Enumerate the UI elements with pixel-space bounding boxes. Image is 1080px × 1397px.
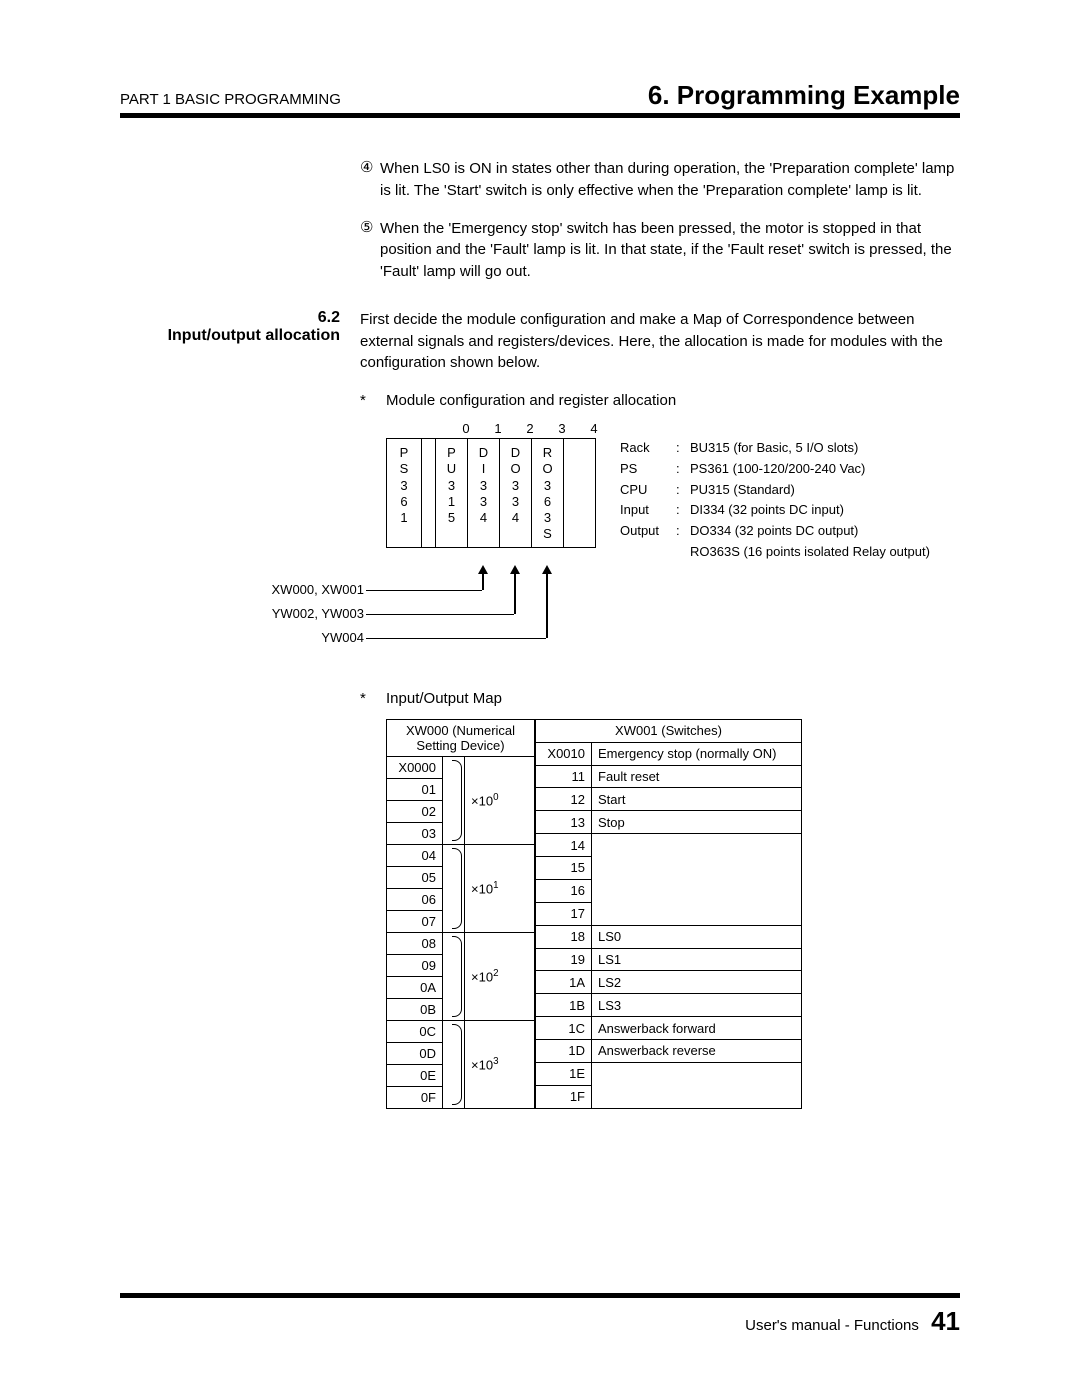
io-table-xw000: XW000 (Numerical Setting Device) X0000×1… [386, 719, 535, 1109]
slot-numbers: 0 1 2 3 4 [450, 421, 960, 436]
section-title: Input/output allocation [120, 327, 360, 345]
slot-4-empty [563, 439, 595, 547]
page-footer: User's manual - Functions 41 [120, 1293, 960, 1337]
io-table-xw001: XW001 (Switches) X0010Emergency stop (no… [535, 719, 802, 1109]
slot-gap [421, 439, 435, 547]
slot-num: 4 [578, 421, 610, 436]
page: PART 1 BASIC PROGRAMMING 6. Programming … [0, 0, 1080, 1397]
rack: P S 3 6 1 P U 3 1 5 [386, 438, 596, 548]
io-table-left-header: XW000 (Numerical Setting Device) [387, 719, 535, 756]
bullet-module-config-text: Module configuration and register alloca… [386, 392, 676, 409]
arrow-label-1: XW000, XW001 [256, 582, 364, 597]
page-header: PART 1 BASIC PROGRAMMING 6. Programming … [120, 80, 960, 118]
item-5: ⑤ When the 'Emergency stop' switch has b… [360, 218, 960, 283]
header-chapter-title: 6. Programming Example [648, 80, 960, 111]
bullet-star-icon: * [360, 690, 386, 707]
slot-0: P U 3 1 5 [435, 439, 467, 547]
slot-num: 0 [450, 421, 482, 436]
arrow-label-3: YW004 [256, 630, 364, 645]
item-5-marker: ⑤ [360, 218, 380, 283]
module-legend: Rack:BU315 (for Basic, 5 I/O slots) PS:P… [620, 438, 930, 563]
module-diagram: 0 1 2 3 4 P S 3 6 1 [386, 421, 960, 660]
slot-num: 3 [546, 421, 578, 436]
slot-1: D I 3 3 4 [467, 439, 499, 547]
item-4-marker: ④ [360, 158, 380, 202]
slot-num: 2 [514, 421, 546, 436]
slot-ps: P S 3 6 1 [387, 439, 421, 547]
bullet-star-icon: * [360, 392, 386, 409]
footer-text: User's manual - Functions [745, 1317, 919, 1334]
arrow-label-2: YW002, YW003 [256, 606, 364, 621]
section-6-2: 6.2 Input/output allocation First decide… [120, 309, 960, 1109]
slot-num: 1 [482, 421, 514, 436]
bullet-module-config: * Module configuration and register allo… [360, 392, 960, 409]
section-intro: First decide the module configuration an… [360, 309, 960, 374]
bullet-io-map-text: Input/Output Map [386, 690, 502, 707]
bullet-io-map: * Input/Output Map [360, 690, 960, 707]
item-4: ④ When LS0 is ON in states other than du… [360, 158, 960, 202]
numbered-items-block: ④ When LS0 is ON in states other than du… [120, 158, 960, 299]
slot-2: D O 3 3 4 [499, 439, 531, 547]
header-part-label: PART 1 BASIC PROGRAMMING [120, 91, 341, 108]
section-number: 6.2 [120, 309, 360, 327]
page-number: 41 [931, 1306, 960, 1336]
io-table-right-header: XW001 (Switches) [536, 719, 802, 742]
arrows: XW000, XW001 YW002, YW003 YW004 [386, 565, 960, 660]
item-4-text: When LS0 is ON in states other than duri… [380, 158, 960, 202]
slot-3: R O 3 6 3 S [531, 439, 563, 547]
io-map-tables: XW000 (Numerical Setting Device) X0000×1… [386, 719, 960, 1109]
item-5-text: When the 'Emergency stop' switch has bee… [380, 218, 960, 283]
